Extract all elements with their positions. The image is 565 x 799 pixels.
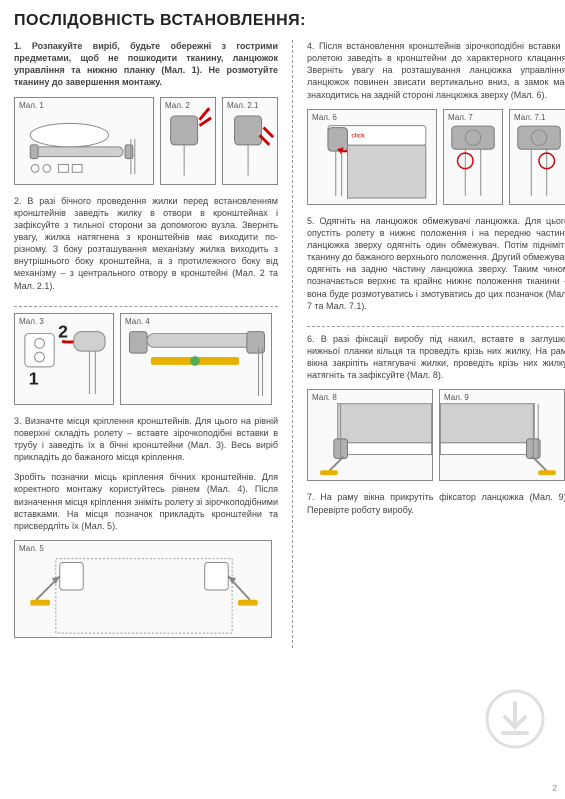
columns: 1. Розпакуйте виріб, будьте обережні з г…	[14, 40, 551, 648]
fig-4: Мал. 4	[120, 313, 272, 405]
fig-3-diagram: 1 2	[15, 314, 113, 404]
fig-2-1: Мал. 2.1	[222, 97, 278, 185]
svg-text:2: 2	[58, 321, 68, 341]
fig-1: Мал. 1	[14, 97, 154, 185]
page-number: 2	[553, 784, 557, 793]
step-4: 4. Після встановлення кронштейнів зірочк…	[307, 40, 565, 101]
fig-2-diagram	[161, 98, 215, 184]
page-title: ПОСЛІДОВНІСТЬ ВСТАНОВЛЕННЯ:	[14, 12, 551, 30]
fig-5-label: Мал. 5	[19, 544, 44, 553]
svg-text:click: click	[351, 132, 365, 139]
h-divider-left-1	[14, 306, 278, 307]
vertical-divider	[292, 40, 293, 648]
fig-7-label: Мал. 7	[448, 113, 473, 122]
fig-7-1: Мал. 7.1	[509, 109, 565, 205]
fig-row-2: Мал. 3 1 2 Мал. 4	[14, 313, 278, 405]
fig-7-1-label: Мал. 7.1	[514, 113, 545, 122]
step-1: 1. Розпакуйте виріб, будьте обережні з г…	[14, 40, 278, 89]
fig-row-1: Мал. 1 Мал. 2	[14, 97, 278, 185]
fig-1-diagram	[15, 98, 153, 184]
fig-7-diagram	[444, 110, 502, 204]
step-5: 5. Одягніть на ланцюжок обмежувачі ланцю…	[307, 215, 565, 312]
fig-9: Мал. 9	[439, 389, 565, 481]
fig-8: Мал. 8	[307, 389, 433, 481]
fig-8-diagram	[308, 390, 432, 480]
fig-4-label: Мал. 4	[125, 317, 150, 326]
fig-2-1-diagram	[223, 98, 277, 184]
right-column: 4. Після встановлення кронштейнів зірочк…	[307, 40, 565, 648]
step-2: 2. В разі бічного проведення жилки перед…	[14, 195, 278, 292]
fig-6-label: Мал. 6	[312, 113, 337, 122]
step-3: 3. Визначте місця кріплення кронштейнів.…	[14, 415, 278, 464]
fig-row-3: Мал. 5	[14, 540, 278, 638]
step-3b: Зробіть позначки місць кріплення бічних …	[14, 471, 278, 532]
svg-text:1: 1	[29, 368, 39, 388]
fig-2: Мал. 2	[160, 97, 216, 185]
step-6: 6. В разі фіксації виробу під нахил, вст…	[307, 333, 565, 382]
fig-2-label: Мал. 2	[165, 101, 190, 110]
fig-5: Мал. 5	[14, 540, 272, 638]
fig-1-label: Мал. 1	[19, 101, 44, 110]
fig-row-4: Мал. 6 click Мал. 7	[307, 109, 565, 205]
left-column: 1. Розпакуйте виріб, будьте обережні з г…	[14, 40, 278, 648]
watermark-icon	[485, 689, 545, 749]
fig-2-1-label: Мал. 2.1	[227, 101, 258, 110]
fig-6-diagram: click	[308, 110, 436, 204]
page: ПОСЛІДОВНІСТЬ ВСТАНОВЛЕННЯ: 1. Розпакуйт…	[0, 0, 565, 660]
fig-9-label: Мал. 9	[444, 393, 469, 402]
fig-7: Мал. 7	[443, 109, 503, 205]
fig-9-diagram	[440, 390, 564, 480]
fig-3: Мал. 3 1 2	[14, 313, 114, 405]
fig-6: Мал. 6 click	[307, 109, 437, 205]
fig-row-5: Мал. 8 Мал. 9	[307, 389, 565, 481]
fig-4-diagram	[121, 314, 271, 404]
step-7: 7. На раму вікна прикрутіть фіксатор лан…	[307, 491, 565, 515]
fig-7-1-diagram	[510, 110, 565, 204]
fig-5-diagram	[15, 541, 271, 637]
h-divider-right-1	[307, 326, 565, 327]
fig-3-label: Мал. 3	[19, 317, 44, 326]
fig-8-label: Мал. 8	[312, 393, 337, 402]
